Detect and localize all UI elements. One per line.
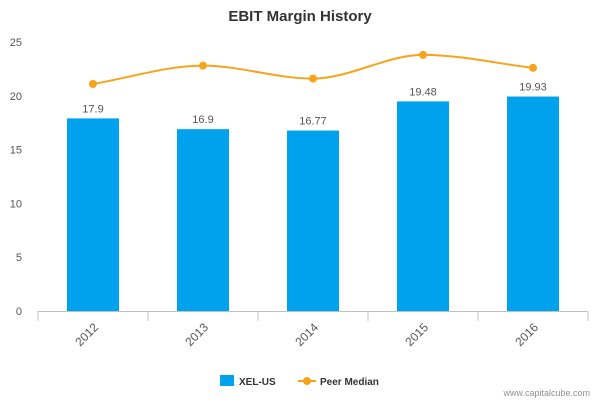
bar-data-label: 19.93 (519, 82, 547, 94)
y-tick-label: 10 (10, 198, 22, 210)
bar[interactable] (507, 96, 559, 312)
x-tick-label: 2013 (182, 320, 211, 349)
y-tick-label: 15 (10, 145, 22, 157)
bar-data-label: 16.77 (299, 116, 327, 128)
x-tick-label: 2012 (72, 320, 101, 349)
peer-median-point[interactable] (199, 61, 207, 70)
peer-median-point[interactable] (419, 50, 427, 59)
peer-median-point[interactable] (529, 63, 537, 72)
legend[interactable]: XEL-US Peer Median (220, 375, 379, 388)
legend-swatch-bar (220, 375, 234, 386)
legend-label-xel-us[interactable]: XEL-US (239, 377, 276, 388)
y-tick-label: 0 (16, 306, 22, 318)
bar[interactable] (177, 129, 229, 311)
chart-title: EBIT Margin History (228, 8, 372, 25)
line-series (89, 50, 537, 88)
bar-data-label: 16.9 (192, 114, 213, 126)
bar-data-label: 17.9 (82, 103, 103, 115)
credit-text: www.capitalcube.com (502, 388, 590, 398)
x-tick-label: 2014 (292, 320, 321, 349)
peer-median-point[interactable] (309, 74, 317, 83)
peer-median-point[interactable] (89, 79, 97, 88)
x-axis: 2012 2013 2014 2015 2016 (37, 311, 589, 349)
y-tick-label: 5 (16, 252, 22, 264)
y-tick-label: 20 (10, 91, 22, 103)
x-tick-label: 2015 (402, 320, 431, 349)
y-tick-label: 25 (10, 37, 22, 49)
y-axis: 0 5 10 15 20 25 (10, 37, 22, 318)
legend-swatch-marker (303, 377, 311, 385)
bar-series (67, 96, 559, 312)
bar[interactable] (397, 101, 449, 311)
bar[interactable] (67, 118, 119, 312)
x-tick-label: 2016 (512, 320, 541, 349)
legend-label-peer-median[interactable]: Peer Median (320, 377, 379, 388)
bar[interactable] (287, 130, 339, 311)
bar-data-labels: 17.9 16.9 16.77 19.48 19.93 (82, 82, 546, 128)
bar-data-label: 19.48 (409, 86, 437, 98)
